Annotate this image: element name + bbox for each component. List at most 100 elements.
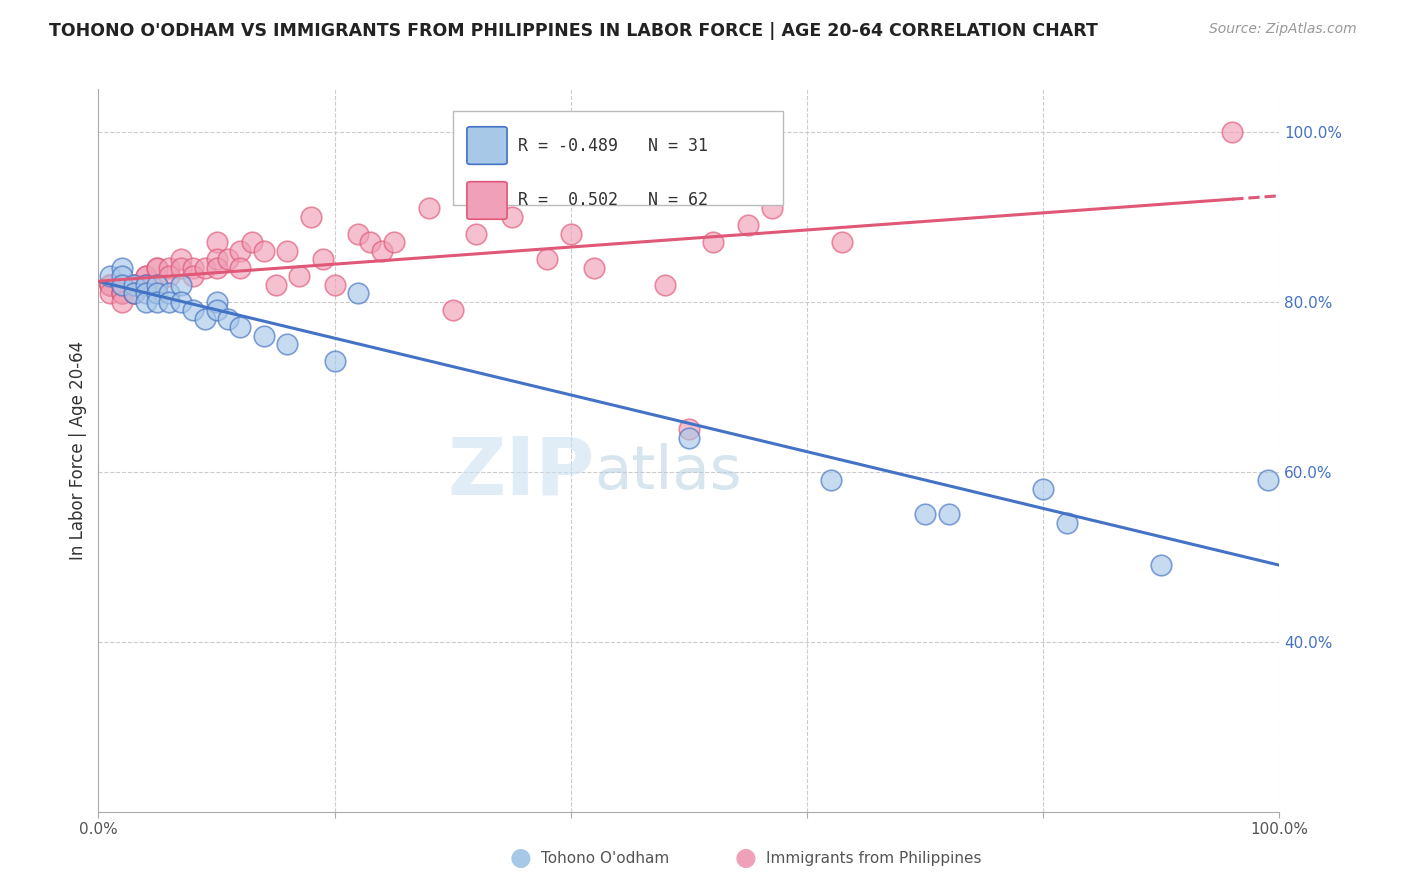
Point <box>98 277 121 292</box>
Point <box>181 269 204 284</box>
Point <box>229 320 252 334</box>
Point <box>157 294 180 309</box>
Point <box>122 277 145 292</box>
Point <box>122 286 145 301</box>
Point <box>135 286 157 301</box>
Point <box>98 286 121 301</box>
Point <box>181 260 204 275</box>
Point <box>181 303 204 318</box>
Point <box>347 227 370 241</box>
Point <box>146 294 169 309</box>
Point <box>111 286 134 301</box>
Point <box>170 252 193 267</box>
Point <box>135 269 157 284</box>
Point <box>146 277 169 292</box>
Point <box>1257 473 1279 487</box>
Text: Immigrants from Philippines: Immigrants from Philippines <box>766 851 981 865</box>
Text: Source: ZipAtlas.com: Source: ZipAtlas.com <box>1209 22 1357 37</box>
Text: R = -0.489   N = 31: R = -0.489 N = 31 <box>517 136 707 154</box>
Text: ●: ● <box>734 847 756 870</box>
Point <box>1220 125 1243 139</box>
Point <box>98 269 121 284</box>
Point <box>1150 558 1173 573</box>
Point <box>111 286 134 301</box>
Point <box>465 227 488 241</box>
Point <box>914 507 936 521</box>
Point <box>111 286 134 301</box>
Point <box>111 277 134 292</box>
Point <box>111 260 134 275</box>
Point <box>240 235 263 250</box>
Point <box>312 252 335 267</box>
FancyBboxPatch shape <box>453 111 783 205</box>
Point <box>299 210 322 224</box>
Point <box>205 294 228 309</box>
Point <box>205 303 228 318</box>
Point <box>276 337 298 351</box>
Text: Tohono O'odham: Tohono O'odham <box>541 851 669 865</box>
Point <box>170 294 193 309</box>
Point <box>146 260 169 275</box>
Point <box>111 277 134 292</box>
Point <box>111 277 134 292</box>
Point <box>157 269 180 284</box>
Point <box>98 277 121 292</box>
Point <box>583 260 606 275</box>
Point <box>276 244 298 258</box>
Point <box>217 252 239 267</box>
Point <box>111 269 134 284</box>
Point <box>194 311 217 326</box>
Text: TOHONO O'ODHAM VS IMMIGRANTS FROM PHILIPPINES IN LABOR FORCE | AGE 20-64 CORRELA: TOHONO O'ODHAM VS IMMIGRANTS FROM PHILIP… <box>49 22 1098 40</box>
Point <box>761 201 783 215</box>
Point <box>229 260 252 275</box>
Point <box>98 277 121 292</box>
Point <box>359 235 381 250</box>
Point <box>441 303 464 318</box>
Point <box>1056 516 1078 530</box>
Point <box>678 422 700 436</box>
Text: atlas: atlas <box>595 442 742 501</box>
Point <box>678 431 700 445</box>
Point <box>323 354 346 368</box>
Point <box>501 210 523 224</box>
Point <box>253 244 276 258</box>
Point <box>194 260 217 275</box>
Point <box>122 286 145 301</box>
Point <box>111 277 134 292</box>
Point <box>135 277 157 292</box>
Point <box>135 294 157 309</box>
Point <box>135 277 157 292</box>
Point <box>1032 482 1054 496</box>
Point <box>737 218 759 232</box>
Point <box>264 277 287 292</box>
Point <box>205 260 228 275</box>
Point <box>654 277 676 292</box>
Point <box>229 244 252 258</box>
Point <box>938 507 960 521</box>
FancyBboxPatch shape <box>467 127 508 164</box>
Point <box>347 286 370 301</box>
Point <box>111 294 134 309</box>
Point <box>371 244 394 258</box>
Point <box>560 227 582 241</box>
Text: ZIP: ZIP <box>447 434 595 511</box>
Y-axis label: In Labor Force | Age 20-64: In Labor Force | Age 20-64 <box>69 341 87 560</box>
Point <box>122 277 145 292</box>
Point <box>205 235 228 250</box>
Point <box>536 252 558 267</box>
Text: R =  0.502   N = 62: R = 0.502 N = 62 <box>517 192 707 210</box>
Point <box>702 235 724 250</box>
Point <box>135 269 157 284</box>
Point <box>122 277 145 292</box>
Point <box>98 277 121 292</box>
Point <box>253 328 276 343</box>
Point <box>831 235 853 250</box>
Point <box>146 260 169 275</box>
Point <box>382 235 405 250</box>
Point <box>146 286 169 301</box>
Point <box>217 311 239 326</box>
Point <box>157 260 180 275</box>
Point <box>323 277 346 292</box>
Point <box>146 277 169 292</box>
FancyBboxPatch shape <box>467 182 508 219</box>
